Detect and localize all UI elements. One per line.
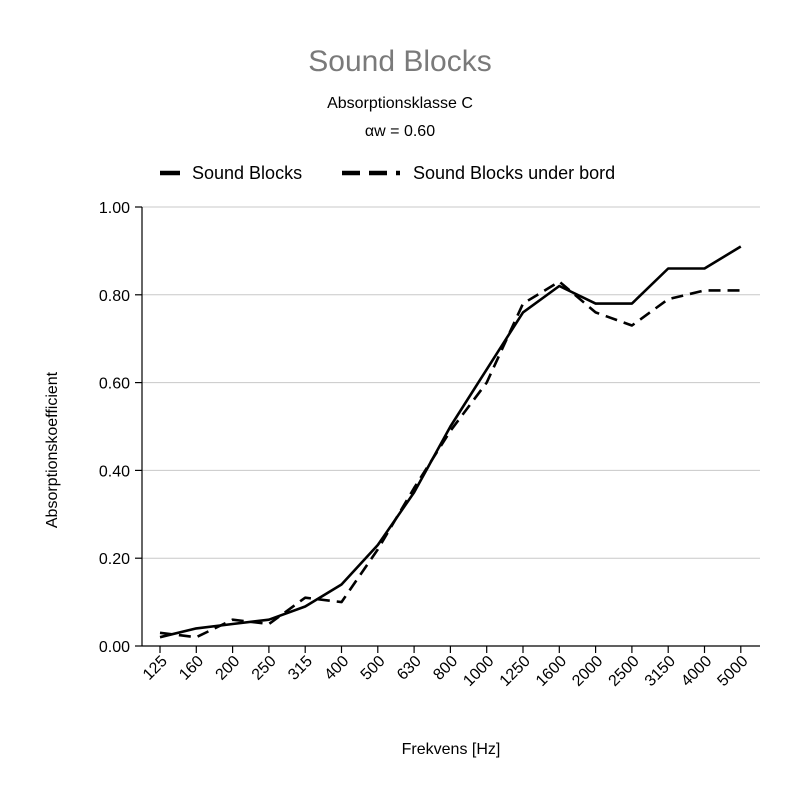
y-axis-ticks: 0.00 0.20 0.40 0.60 0.80 1.00 xyxy=(99,200,142,656)
series-line-2 xyxy=(159,280,741,639)
x-tick-label: 1250 xyxy=(497,653,534,690)
chart-subtitle: Absorptionsklasse C xyxy=(327,95,473,112)
x-tick-label: 125 xyxy=(140,653,171,684)
y-tick-label: 0.20 xyxy=(99,551,130,568)
chart-title: Sound Blocks xyxy=(308,45,491,78)
series-line-1 xyxy=(159,245,742,639)
y-tick-label: 0.40 xyxy=(99,463,130,480)
x-tick-label: 315 xyxy=(285,653,316,684)
x-tick-label: 2500 xyxy=(606,653,643,690)
x-tick-label: 400 xyxy=(321,653,352,684)
x-tick-label: 630 xyxy=(394,653,425,684)
series-lines xyxy=(159,245,742,639)
x-tick-label: 200 xyxy=(213,653,244,684)
x-tick-label: 5000 xyxy=(714,653,751,690)
x-axis-ticks: 125 160 200 250 315 400 500 630 800 1000 1250 1600 2… xyxy=(140,646,752,690)
y-tick-label: 0.80 xyxy=(99,288,130,305)
gridlines xyxy=(142,206,760,559)
y-axis-label: Absorptionskoefficient xyxy=(44,371,61,528)
x-tick-label: 2000 xyxy=(569,653,606,690)
x-tick-label: 250 xyxy=(249,653,280,684)
x-axis-label: Frekvens [Hz] xyxy=(402,741,501,758)
x-tick-label: 800 xyxy=(430,653,461,684)
x-tick-label: 1000 xyxy=(460,653,497,690)
legend-label-2: Sound Blocks under bord xyxy=(413,163,615,183)
x-tick-label: 160 xyxy=(176,653,207,684)
x-tick-label: 3150 xyxy=(642,653,679,690)
y-tick-label: 1.00 xyxy=(99,200,130,217)
legend-label-1: Sound Blocks xyxy=(192,163,302,183)
x-tick-label: 4000 xyxy=(678,653,715,690)
y-tick-label: 0.60 xyxy=(99,376,130,393)
chart-subtitle-alpha: αw = 0.60 xyxy=(365,123,435,140)
legend: Sound Blocks Sound Blocks under bord xyxy=(160,163,615,183)
x-tick-label: 1600 xyxy=(533,653,570,690)
x-tick-label: 500 xyxy=(358,653,389,684)
y-tick-label: 0.00 xyxy=(99,639,130,656)
